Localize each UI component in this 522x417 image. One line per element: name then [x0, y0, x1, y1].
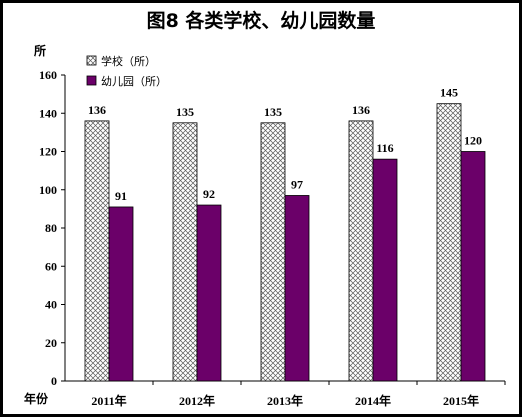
bar-kindergarten: [284, 195, 310, 382]
legend-swatch: [86, 55, 97, 66]
y-tick-label: 60: [45, 259, 57, 273]
bar-school: [436, 103, 462, 382]
legend: 学校（所） 幼儿园（所）: [86, 54, 167, 88]
y-tick-label: 20: [45, 336, 57, 350]
data-label: 91: [115, 189, 127, 203]
bar-chart: 图8 各类学校、幼儿园数量 所 年份 0 20 40 60 80 100 120 140 160…: [24, 9, 506, 408]
bar-school: [260, 122, 286, 382]
data-label: 97: [291, 177, 303, 191]
bar-kindergarten: [460, 151, 486, 382]
bar-kindergarten: [372, 158, 398, 382]
y-tick-label: 40: [45, 298, 57, 312]
y-tick-label: 80: [45, 221, 57, 235]
data-label: 135: [264, 105, 282, 119]
bar-kindergarten: [108, 206, 134, 382]
x-tick-label: 2015年: [443, 393, 479, 408]
data-label: 120: [464, 134, 482, 148]
y-tick-label: 0: [51, 374, 57, 388]
x-tick-label: 2014年: [355, 393, 391, 408]
x-tick-label: 2013年: [267, 393, 303, 408]
chart-title: 图8 各类学校、幼儿园数量: [147, 9, 376, 32]
x-tick-label: 2011年: [91, 393, 126, 408]
legend-label: 幼儿园（所）: [101, 75, 167, 88]
x-tick-label: 2012年: [179, 393, 215, 408]
bar-kindergarten: [196, 204, 222, 382]
legend-label: 学校（所）: [101, 54, 156, 68]
bar-school: [348, 120, 374, 382]
y-tick-label: 120: [39, 145, 57, 159]
chart-frame: 图8 各类学校、幼儿园数量 所 年份 0 20 40 60 80 100 120 140 160…: [3, 3, 519, 414]
data-label: 136: [352, 103, 370, 117]
data-label: 136: [88, 103, 106, 117]
y-tick-label: 140: [39, 106, 57, 120]
legend-swatch: [86, 75, 97, 86]
x-axis-label: 年份: [24, 391, 49, 406]
bar-school: [84, 120, 110, 382]
y-tick-label: 160: [39, 68, 57, 82]
y-axis-unit-label: 所: [34, 43, 46, 58]
data-label: 92: [203, 187, 215, 201]
plot-area: 0 20 40 60 80 100 120 140 160 136 91 2011年 135 92 2012…: [39, 68, 506, 408]
data-label: 116: [376, 141, 393, 155]
data-label: 145: [440, 86, 458, 100]
y-tick-label: 100: [39, 183, 57, 197]
data-label: 135: [176, 105, 194, 119]
bar-school: [172, 122, 198, 382]
